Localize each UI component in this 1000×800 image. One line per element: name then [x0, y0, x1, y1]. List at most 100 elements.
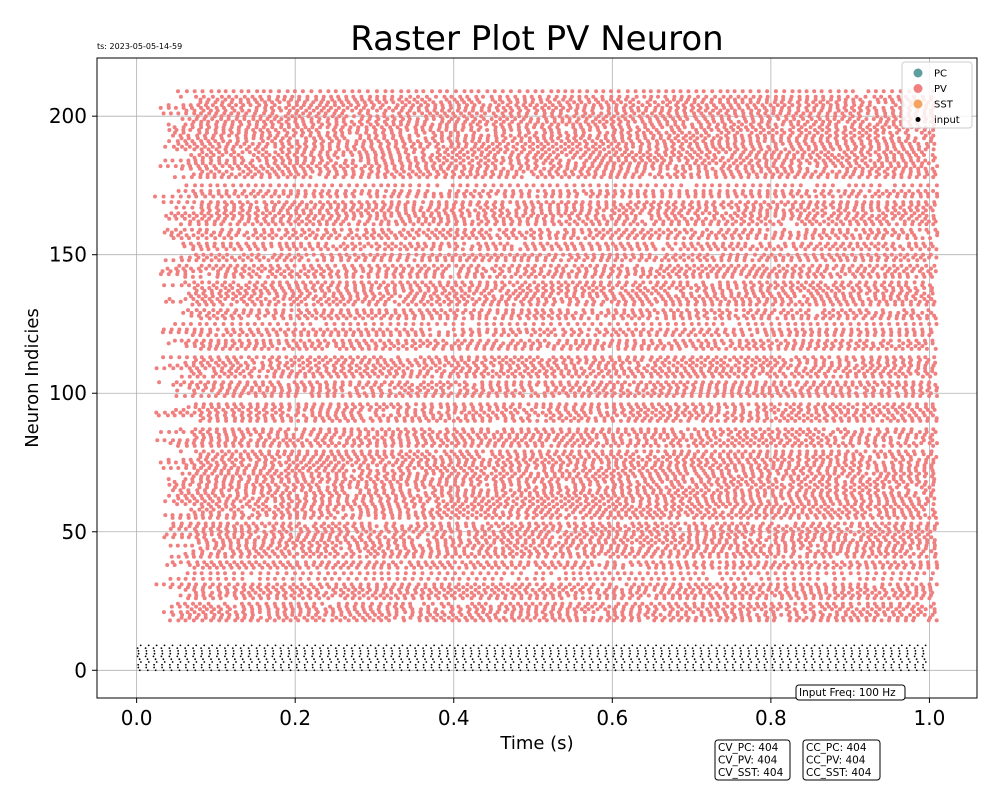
spike-point [664, 529, 669, 534]
spike-point [486, 488, 491, 493]
spike-point [451, 612, 455, 617]
spike-point [638, 546, 643, 551]
spike-point [686, 582, 691, 587]
spike-point [430, 601, 435, 606]
spike-point [662, 582, 667, 587]
spike-point [922, 571, 927, 576]
spike-point [567, 513, 571, 518]
spike-point [793, 521, 798, 526]
spike-point [636, 527, 640, 531]
spike-point [675, 612, 680, 617]
spike-point [661, 571, 666, 576]
spike-point [298, 576, 303, 581]
spike-point [257, 593, 262, 598]
spike-point [747, 560, 752, 565]
spike-point [651, 515, 656, 520]
spike-point [654, 615, 658, 620]
spike-point [931, 488, 936, 493]
spike-point [426, 532, 430, 537]
spike-point [375, 463, 379, 468]
spike-point [410, 576, 415, 581]
spike-point [367, 615, 372, 620]
spike-point [807, 576, 812, 581]
spike-point [869, 532, 874, 537]
spike-point [508, 460, 513, 465]
spike-point [676, 604, 681, 609]
spike-point [272, 551, 277, 556]
spike-point [833, 510, 837, 515]
spike-point [630, 604, 635, 609]
spike-point [198, 452, 203, 457]
spike-point [194, 615, 199, 620]
spike-point [291, 546, 296, 551]
spike-point [588, 596, 593, 601]
spike-point [597, 563, 602, 567]
spike-point [821, 527, 825, 531]
spike-point [885, 607, 890, 612]
spike-point [465, 471, 470, 476]
spike-point [793, 563, 798, 567]
spike-point [220, 612, 225, 617]
spike-point [852, 612, 857, 617]
spike-point [706, 488, 711, 493]
spike-point [842, 563, 847, 567]
spike-point [477, 549, 482, 554]
spike-point [279, 510, 284, 515]
spike-point [545, 601, 550, 606]
spike-point [455, 521, 460, 526]
spike-point [899, 612, 904, 617]
spike-point [572, 607, 577, 612]
spike-point [553, 565, 558, 570]
spike-point [334, 463, 338, 468]
spike-point [857, 529, 861, 534]
spike-point [908, 554, 912, 559]
spike-point [896, 504, 901, 509]
spike-point [691, 610, 696, 615]
spike-point [637, 571, 642, 576]
spike-point [932, 610, 937, 615]
spike-point [186, 488, 191, 493]
spike-point [485, 585, 490, 590]
spike-point [351, 560, 356, 565]
spike-point [238, 549, 243, 554]
spike-point [201, 610, 206, 615]
spike-point [910, 582, 915, 587]
spike-point [911, 551, 916, 556]
spike-point [431, 615, 436, 620]
spike-point [486, 546, 491, 551]
spike-point [572, 455, 577, 459]
spike-point [639, 529, 644, 534]
spike-point [430, 477, 435, 482]
spike-point [483, 538, 488, 543]
spike-point [361, 593, 366, 598]
spike-point [166, 477, 171, 482]
spike-point [536, 471, 541, 476]
spike-point [187, 593, 192, 598]
spike-point [481, 457, 486, 462]
spike-point [898, 474, 903, 479]
spike-point [913, 529, 918, 534]
spike-point [514, 502, 519, 507]
spike-point [608, 510, 613, 515]
spike-point [541, 546, 546, 551]
spike-point [675, 590, 680, 595]
spike-point [582, 610, 587, 615]
spike-point [295, 585, 299, 590]
spike-point [214, 565, 219, 570]
spike-point [476, 590, 481, 595]
spike-point [397, 587, 401, 592]
spike-point [415, 521, 420, 526]
spike-point [478, 563, 483, 567]
spike-point [658, 515, 663, 520]
spike-point [336, 460, 341, 465]
spike-point [894, 607, 899, 612]
spike-point [255, 474, 260, 479]
spike-point [933, 551, 938, 556]
spike-point [409, 524, 413, 529]
spike-point [721, 457, 725, 462]
spike-point [526, 560, 531, 565]
spike-point [836, 474, 841, 479]
spike-point [794, 590, 799, 595]
spike-point [446, 615, 451, 620]
spike-point [442, 593, 447, 598]
